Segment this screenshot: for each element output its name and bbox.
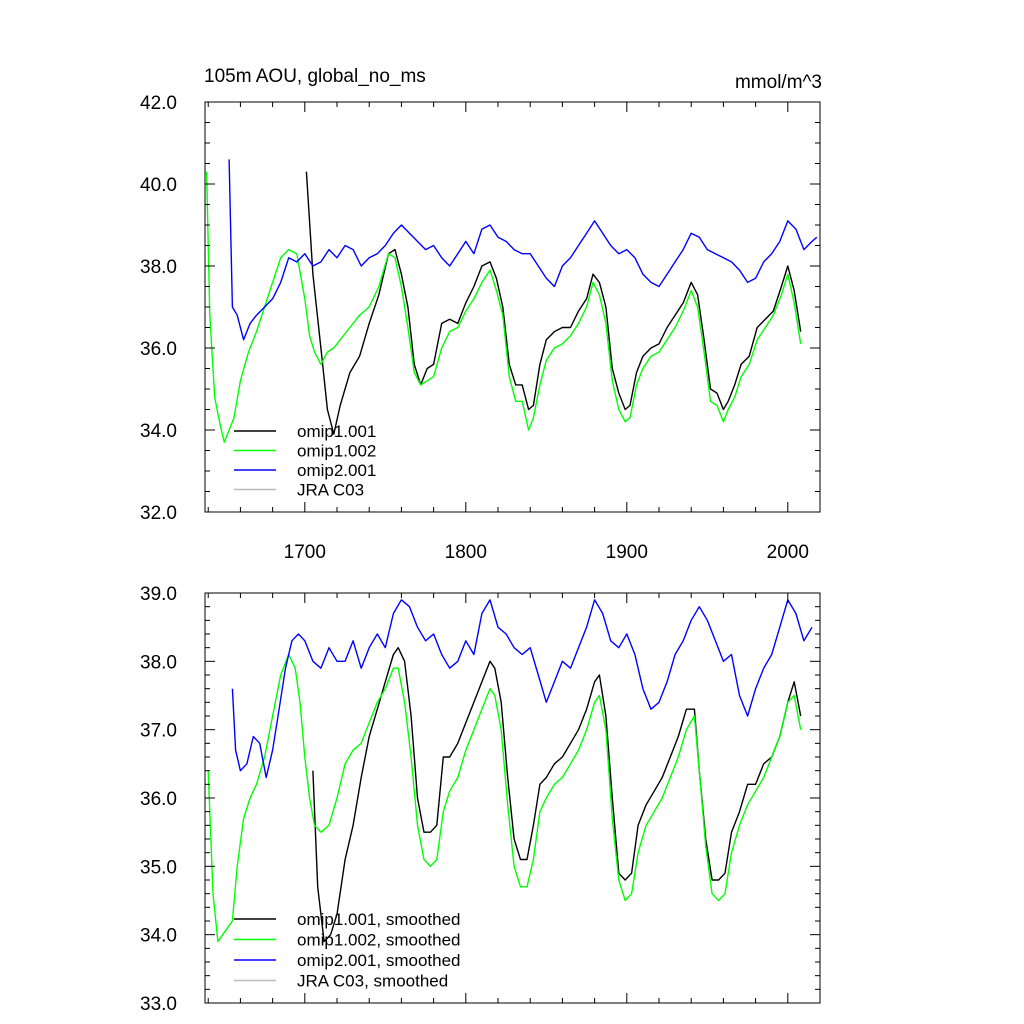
bottom-y-tick-label: 34.0 [140,926,177,947]
bottom-legend: omip1.001, smoothed omip1.002, smoothedom… [234,910,461,991]
bottom-legend-label: omip1.001, smoothed [297,910,461,929]
bottom-y-tick-label: 39.0 [140,584,177,605]
top-series-line-2 [205,171,802,443]
top-legend-label: omip1.001 [297,422,376,441]
top-series-line-3 [228,159,818,341]
bottom-series-line-3 [231,599,813,779]
bottom-y-tick-label: 35.0 [140,857,177,878]
top-x-tick-label: 2000 [767,542,809,563]
bottom-y-axis: 33.0 34.0 35.0 36.0 37.0 38.0 39.0 [140,584,820,1015]
top-y-axis: 32.0 34.0 36.0 38.0 40.0 42.0 [140,93,820,524]
bottom-series-line-1 [312,647,802,943]
bottom-y-tick-label: 38.0 [140,652,177,673]
top-legend-label: JRA C03 [297,481,364,500]
bottom-panel: 33.0 34.0 35.0 36.0 37.0 38.0 39.0 omip1.001, s… [140,584,821,1015]
bottom-x-axis [207,593,821,1003]
top-panel: 32.0 34.0 36.0 38.0 40.0 42.0 1700 1800 1900 2000… [140,93,821,563]
top-series-group [205,159,818,443]
top-y-tick-label: 34.0 [140,421,177,442]
top-legend-label: omip2.001 [297,461,376,480]
top-x-tick-label: 1700 [284,542,326,563]
top-y-tick-label: 40.0 [140,175,177,196]
bottom-series-line-2 [207,653,802,943]
top-x-axis: 1700 1800 1900 2000 [207,102,821,563]
bottom-y-tick-label: 33.0 [140,994,177,1015]
top-y-tick-label: 32.0 [140,503,177,524]
top-y-tick-label: 42.0 [140,93,177,114]
chart-units: mmol/m^3 [735,72,822,93]
top-series-line-1 [305,171,802,435]
top-y-tick-label: 36.0 [140,339,177,360]
bottom-legend-label: omip1.002, smoothed [297,931,461,950]
top-x-tick-label: 1800 [445,542,487,563]
bottom-legend-label: JRA C03, smoothed [297,972,448,991]
bottom-y-tick-label: 37.0 [140,721,177,742]
chart-title: 105m AOU, global_no_ms [204,66,426,87]
bottom-series-group [207,599,813,943]
bottom-legend-label: omip2.001, smoothed [297,951,461,970]
top-x-tick-label: 1900 [606,542,648,563]
bottom-y-tick-label: 36.0 [140,789,177,810]
top-y-tick-label: 38.0 [140,257,177,278]
top-legend-label: omip1.002 [297,442,376,461]
